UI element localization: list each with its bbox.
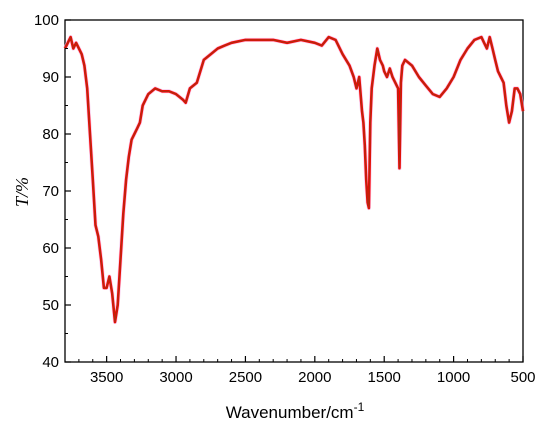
y-tick-label: 80 (42, 126, 59, 143)
x-tick-label: 3500 (90, 369, 123, 386)
x-tick-label: 1000 (437, 369, 470, 386)
x-tick-label: 3000 (159, 369, 192, 386)
series-halo (63, 35, 525, 325)
y-axis-ticks: 40 50 60 70 80 90 100 (34, 12, 71, 371)
series-line (64, 36, 524, 323)
series-layer (63, 35, 525, 325)
x-tick-label: 500 (510, 369, 535, 386)
y-tick-label: 40 (42, 354, 59, 371)
y-tick-label: 60 (42, 240, 59, 257)
x-tick-label: 2500 (229, 369, 262, 386)
y-tick-label: 70 (42, 183, 59, 200)
x-tick-label: 1500 (368, 369, 401, 386)
x-axis-title-text: Wavenumber/cm (226, 403, 354, 422)
y-tick-label: 100 (34, 12, 59, 29)
x-axis-title-superscript: -1 (354, 400, 365, 414)
y-tick-label: 90 (42, 69, 59, 86)
y-tick-label: 50 (42, 297, 59, 314)
x-tick-label: 2000 (298, 369, 331, 386)
x-axis-ticks: 3500 3000 2500 2000 1500 1000 500 (78, 356, 536, 386)
series-highlight (63, 35, 525, 324)
y-axis-title: T/% (12, 177, 32, 207)
x-axis-title: Wavenumber/cm-1 (226, 400, 365, 422)
